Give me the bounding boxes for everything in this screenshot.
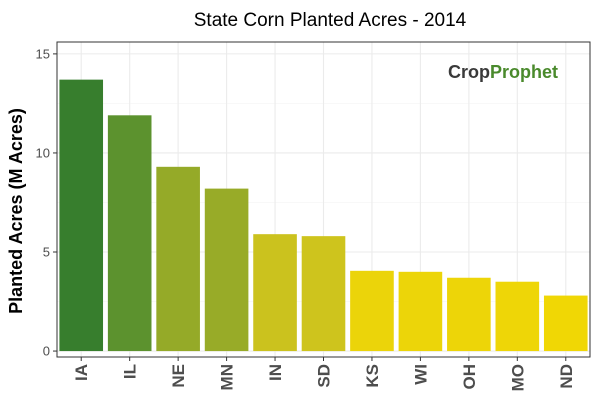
x-tick-label-nd: ND	[557, 364, 576, 389]
x-tick-label-wi: WI	[411, 364, 430, 385]
y-tick-label: 0	[43, 344, 50, 359]
panel-border	[56, 41, 591, 358]
bar-wi	[398, 271, 443, 352]
bar-mn	[204, 188, 249, 352]
bar-ks	[350, 270, 394, 352]
y-tick-label: 10	[36, 145, 50, 160]
bar-mo	[495, 281, 540, 352]
y-tick-label: 15	[36, 46, 50, 61]
x-tick-label-il: IL	[121, 364, 140, 379]
svg-text:CropProphet: CropProphet	[448, 62, 558, 82]
bars	[59, 79, 588, 352]
bar-ne	[156, 166, 200, 352]
x-tick-label-mo: MO	[508, 364, 527, 391]
x-tick-label-ne: NE	[169, 364, 188, 388]
logo-text-prophet: Prophet	[490, 62, 558, 82]
x-tick-label-mn: MN	[218, 364, 237, 390]
bar-sd	[301, 236, 346, 352]
x-tick-label-in: IN	[266, 364, 285, 381]
x-tick-label-oh: OH	[460, 364, 479, 390]
x-tick-label-ks: KS	[363, 364, 382, 388]
bar-nd	[543, 295, 588, 352]
cropprophet-logo: CropProphet	[448, 62, 558, 82]
bar-oh	[447, 277, 491, 352]
y-tick-label: 5	[43, 245, 50, 260]
x-tick-label-sd: SD	[315, 364, 334, 388]
x-tick-label-ia: IA	[72, 364, 91, 381]
bar-il	[107, 115, 152, 352]
chart-title: State Corn Planted Acres - 2014	[194, 10, 467, 31]
bar-in	[253, 234, 297, 352]
logo-text-crop: Crop	[448, 62, 490, 82]
bar-ia	[59, 79, 104, 352]
y-axis-label: Planted Acres (M Acres)	[6, 108, 26, 314]
axes: 0 5 10 15 IA IL NE MN IN SD KS WI OH MO ND	[36, 46, 576, 391]
